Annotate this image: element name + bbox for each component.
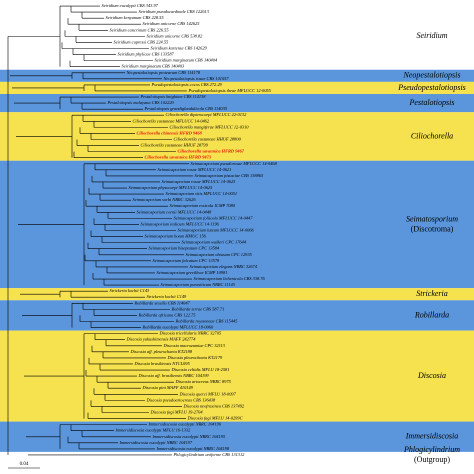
clade-label: Robillarda bbox=[414, 310, 449, 319]
taxon-label: Ciliochorella dipterocarpi MFLUCC 22-013… bbox=[166, 112, 248, 117]
taxon-label: Seiridium unicorne CBS 142625 bbox=[143, 21, 201, 26]
taxon-label: Pestalotiopsis malayana CBS 102220 bbox=[107, 100, 175, 105]
taxon-label: Discosia pseudoartocreas CBS 136438 bbox=[146, 397, 217, 402]
clade-label: Ciliochorella bbox=[411, 131, 453, 140]
clade-label: Strickeria bbox=[416, 289, 448, 298]
taxon-label: Seimatosporium lichenicola CBS 338.76 bbox=[194, 276, 266, 281]
clade-label: Seiridium bbox=[416, 31, 447, 40]
taxon-label: Neopestalotiopsis protearum CBS 114178 bbox=[126, 70, 201, 75]
taxon-label: Discosia macrozamiae CPC 32113 bbox=[163, 343, 226, 348]
clade-band bbox=[0, 112, 474, 161]
clade-band bbox=[0, 94, 474, 113]
taxon-label: Immersidiscosia eucalypti MFLU 16-1332 bbox=[115, 428, 192, 433]
taxon-label: Seimatosporium rosicola ICMP 7080 bbox=[170, 203, 236, 208]
taxon-label: Pestalotiopsis grandiglandulicola CBS 11… bbox=[144, 106, 228, 111]
taxon-label: Discosia querci MFLU 18-0097 bbox=[179, 391, 237, 396]
taxon-label: Discosia yakushimensis MAFF 242774 bbox=[126, 337, 197, 342]
taxon-label: Seimatosporium rosae MFLUCC 14-0625 bbox=[162, 179, 237, 184]
taxon-label: Seimatosporium rosae MFLUCC 14-0621 bbox=[158, 167, 232, 172]
taxon-label: Seiridium eucalypti CBS 343.97 bbox=[102, 3, 159, 8]
taxon-label: Robillarda sessilis CBS 114047 bbox=[134, 300, 191, 305]
branches bbox=[7, 5, 193, 469]
taxon-label: Seimatosporium cornii MFLUCC 14-0448 bbox=[137, 209, 213, 214]
taxon-label: Seiridium kartense CBS 142629 bbox=[151, 46, 208, 51]
taxon-label: Pseudopestalotiopsis cocos CBS 272.29 bbox=[151, 82, 223, 87]
taxon-label: Discosia celtidis MFLU 18-2581 bbox=[171, 367, 230, 372]
taxon-label: Ciliochorella mangiferae MFLUCC 12-0310 bbox=[170, 124, 250, 129]
taxon-label: Seiridium marginatum CBS 140404 bbox=[155, 58, 218, 63]
taxon-label: Seimatosporium pseudorosae MFLUCC 14-046… bbox=[191, 161, 278, 166]
taxon-label: Robillarda africana CBS 122.75 bbox=[138, 312, 197, 317]
clade-label: Pseudopestalotiopsis bbox=[397, 83, 466, 92]
taxon-label: Seimatosporium physocarpi MFLUCC 14-0625 bbox=[129, 185, 214, 190]
taxon-label: Seimatosporium botan HMUC 156 bbox=[145, 234, 207, 239]
taxon-label: Pseudopestalotiopsis theae MFLUCC 12-005… bbox=[188, 88, 272, 93]
clade-label: Seimatosporium bbox=[406, 214, 458, 223]
taxon-label: Robillarda roystoneae CBS 115445 bbox=[175, 319, 239, 324]
taxon-label: Discosia fagi MFLU 14-0299C bbox=[187, 416, 243, 421]
taxon-label: Seimatosporium grevilleae ICMP 10981 bbox=[157, 270, 228, 275]
taxon-label: Seiridium kenyanum CBS 228.55 bbox=[106, 15, 165, 20]
taxon-label: Ciliochorella castaneae HHUF 28799 bbox=[141, 143, 209, 148]
taxon-label: Seimatosporium elegans NBRC 32674 bbox=[190, 264, 258, 269]
taxon-label: Seiridium unicorne CBS 538.82 bbox=[147, 33, 204, 38]
clade-label: Immersidiscosia bbox=[405, 432, 458, 441]
clade-label: Discosia bbox=[417, 371, 446, 380]
clade-label: Neopestalotiopsis bbox=[403, 71, 461, 80]
taxon-label: Robillarda eucalypti MFLUCC 18-0060 bbox=[142, 325, 214, 330]
taxon-label: Strickeria kochii C143 bbox=[110, 288, 151, 293]
taxon-label: Discosia aff. brasiliensis NBRC 104199 bbox=[138, 373, 210, 378]
taxon-label: Discosia fagi MFLU 19-2704 bbox=[150, 410, 204, 415]
taxon-label: Strickeria kochii C149 bbox=[147, 294, 188, 299]
clade-label: Pestalotiopsis bbox=[409, 98, 455, 107]
taxon-label: Pestalotiopsis knightiae CBS 114138 bbox=[140, 94, 207, 99]
taxon-label: Seiridium pseudocardinale CBS 122613 bbox=[139, 9, 210, 14]
clade-band bbox=[0, 300, 474, 331]
taxon-label: Ciliochorella savannica HFRD 9467 bbox=[178, 149, 245, 154]
clade-sublabel: (Discotroma) bbox=[411, 224, 454, 233]
taxon-label: Discosia tricellularis NBRC 32705 bbox=[159, 331, 222, 336]
taxon-label: Seimatosporium vitis MFLUCC 14-0051 bbox=[166, 191, 238, 196]
taxon-label: Ciliochorella savannica HFRD 9473 bbox=[145, 155, 212, 160]
taxon-label: Discosia brasiliensis NTCL095 bbox=[134, 361, 191, 366]
taxon-label: Seiridium phylicae CBS 133587 bbox=[118, 52, 175, 57]
taxon-label: Seimatosporium pistaciae CBS 138865 bbox=[195, 173, 264, 178]
clade-band bbox=[0, 451, 474, 458]
taxon-label: Seimatosporium falcatum CPC 13578 bbox=[153, 258, 221, 263]
taxon-label: Seimatosporium italicum MFLUCC 14-1196 bbox=[141, 221, 220, 226]
clade-sublabel: (Outgroup) bbox=[414, 455, 450, 464]
taxon-label: Seimatosporium sorbi NBRC 32626 bbox=[133, 197, 197, 202]
taxon-label: Immersidiscosia eucalypti NBRC 104197 bbox=[119, 440, 193, 445]
taxon-label: Seiridium marginatum CBS 140403 bbox=[122, 64, 185, 69]
taxon-label: Discosia artocreas NBRC 8975 bbox=[175, 379, 232, 384]
taxon-label: Seimatosporium foliicola MFLUCC 14-0447 bbox=[174, 215, 254, 220]
taxon-label: Discosia pleurochaeta KT2179 bbox=[167, 355, 224, 360]
taxon-label: Seimatosporium obtusum CPC 12935 bbox=[186, 252, 253, 257]
taxon-label: Discosia neofraxinea CBS 137492 bbox=[183, 403, 245, 408]
clade-label: Phlogicylindrium bbox=[403, 445, 460, 454]
taxon-label: Immersidiscosia eucalypti NBRC 104196 bbox=[148, 422, 222, 427]
taxon-label: Ciliochorella chinensis HFRD 9468 bbox=[137, 130, 203, 135]
taxon-label: Discosia pini MAFF 410149 bbox=[142, 385, 194, 390]
labels: Seiridium eucalypti CBS 343.97Seiridium … bbox=[20, 3, 466, 467]
taxon-label: Immersidiscosia eucalypti NBRC 104195 bbox=[152, 434, 226, 439]
taxon-label: Discosia aff. pleurochaeta KT2188 bbox=[130, 349, 193, 354]
taxon-label: Seiridium cancrinum CBS 226.55 bbox=[110, 27, 170, 32]
taxon-label: Seimatosporium parasiticum NBRC 11145 bbox=[161, 282, 236, 287]
taxon-label: Seiridium cupressi CBS 224.55 bbox=[114, 39, 170, 44]
taxon-label: Neopestalotiopsis rosae CBS 101057 bbox=[163, 76, 230, 81]
taxon-label: Seimatosporium biseptatum CPC 13584 bbox=[149, 246, 220, 251]
taxon-label: Phlogicylindrium uniforme CBS 131312 bbox=[173, 452, 246, 457]
taxon-label: Robillarda terrae CBS 587.71 bbox=[171, 306, 225, 311]
taxon-label: Ciliochorella castaneae MFLUCC 14-0462 bbox=[133, 118, 210, 123]
taxon-label: Ciliochorella castaneae HHUF 28800 bbox=[174, 137, 242, 142]
scale-label: 0.04 bbox=[20, 462, 29, 467]
taxon-label: Immersidiscosia eucalypti NBRC 104198 bbox=[156, 446, 230, 451]
taxon-label: Seimatosporium walkeri CPC 17644 bbox=[182, 240, 247, 245]
taxon-label: Seimatosporium luteum MFLUCC 14-0066 bbox=[178, 228, 255, 233]
